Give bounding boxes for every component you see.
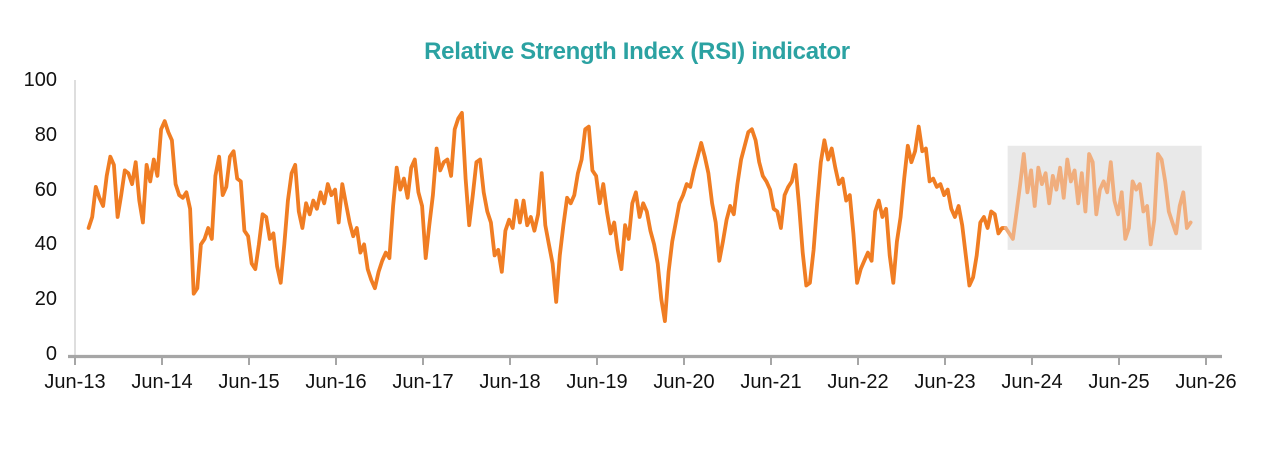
- y-axis-tick-label: 80: [34, 123, 57, 146]
- rsi-history-line: [86, 111, 1008, 324]
- x-axis-tick-label: Jun-19: [566, 371, 628, 393]
- x-axis-tick-label: Jun-23: [914, 371, 976, 393]
- y-axis-tick-label: 0: [45, 343, 57, 365]
- y-axis-tick-label: 100: [23, 69, 57, 91]
- x-axis-tick-label: Jun-17: [392, 371, 454, 393]
- x-axis-tick-label: Jun-22: [827, 371, 889, 393]
- y-axis-tick-label: 60: [34, 178, 57, 201]
- rsi-forecast-line: [1003, 152, 1193, 247]
- y-axis-tick-label: 20: [34, 288, 57, 311]
- y-axis-tick-label: 40: [34, 233, 57, 256]
- x-axis-tick-label: Jun-14: [131, 371, 193, 393]
- x-axis-tick-label: Jun-24: [1001, 371, 1063, 393]
- x-axis-tick-label: Jun-13: [44, 371, 106, 393]
- x-axis-tick-label: Jun-20: [653, 371, 715, 393]
- x-axis-tick-label: Jun-18: [479, 371, 541, 393]
- x-axis-tick-label: Jun-26: [1175, 371, 1237, 393]
- chart-title: Relative Strength Index (RSI) indicator: [424, 38, 850, 65]
- x-axis-tick-label: Jun-21: [740, 371, 802, 393]
- x-axis-tick-label: Jun-16: [305, 371, 367, 393]
- forecast-region-box: [1007, 145, 1202, 250]
- x-axis-tick-label: Jun-25: [1088, 371, 1150, 393]
- x-axis-tick-label: Jun-15: [218, 371, 280, 393]
